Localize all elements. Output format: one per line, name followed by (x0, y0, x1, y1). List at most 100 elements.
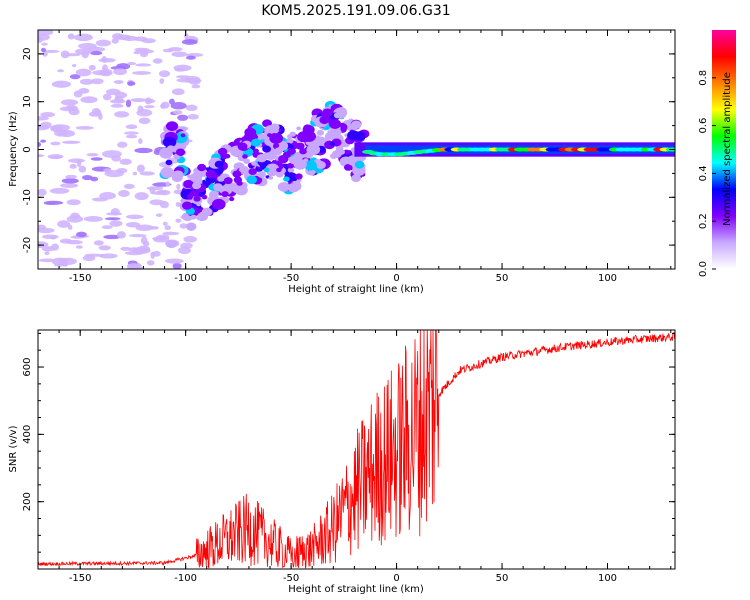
noise-blob (75, 231, 87, 238)
y-tick-label: 200 (22, 492, 33, 511)
noise-blob (75, 125, 94, 130)
noise-blob (139, 171, 155, 176)
spectral-blob (346, 150, 351, 155)
spectral-blob (205, 169, 217, 179)
noise-blob (98, 253, 118, 259)
spectral-blob (165, 121, 179, 132)
y-tick-label: 400 (22, 425, 33, 444)
spectral-blob (165, 159, 173, 166)
spectrogram-marks (38, 30, 675, 269)
spectral-blob (333, 112, 342, 119)
spectral-blob (304, 160, 317, 171)
spectral-blob (183, 179, 194, 189)
noise-blob (75, 245, 83, 249)
spectral-blob (350, 120, 362, 129)
x-tick-label: 0 (393, 273, 399, 284)
noise-blob (101, 150, 122, 158)
spectral-blob (197, 163, 207, 172)
noise-blob (113, 68, 128, 76)
spectral-blob (246, 175, 258, 185)
noise-blob (176, 183, 181, 190)
x-tick-label: 50 (496, 273, 509, 284)
noise-blob (86, 153, 99, 157)
noise-blob (125, 221, 141, 228)
noise-blob (51, 80, 72, 88)
spectral-blob (243, 158, 251, 164)
noise-blob (38, 154, 45, 158)
noise-blob (43, 200, 64, 205)
noise-blob (175, 201, 181, 207)
spectral-blob (189, 172, 203, 183)
noise-blob (68, 108, 80, 116)
noise-blob (144, 97, 152, 105)
noise-blob (78, 165, 87, 173)
noise-blob (69, 74, 81, 80)
noise-blob (164, 225, 171, 231)
noise-blob (125, 134, 138, 139)
noise-blob (109, 220, 123, 227)
spectral-blob (208, 190, 219, 199)
spectral-blob (330, 141, 336, 146)
noise-blob (91, 197, 108, 202)
noise-blob (111, 38, 119, 44)
noise-blob (95, 39, 112, 47)
noise-blob (40, 112, 56, 118)
noise-blob (132, 171, 138, 176)
noise-blob (176, 77, 196, 83)
noise-blob (138, 117, 151, 125)
noise-blob (69, 163, 77, 169)
noise-blob (57, 220, 71, 228)
colorbar-label: Normalized spectral amplitude (722, 72, 733, 226)
noise-blob (59, 183, 79, 188)
noise-blob (165, 181, 170, 187)
spectral-blob (175, 148, 186, 156)
spectral-blob (287, 167, 295, 173)
noise-blob (116, 231, 126, 239)
noise-blob (174, 67, 186, 72)
spectral-blob (285, 137, 294, 145)
noise-blob (125, 124, 138, 130)
spectral-blob (238, 142, 248, 151)
noise-blob (143, 240, 150, 247)
spectral-blob (268, 176, 274, 180)
noise-blob (134, 192, 149, 201)
noise-blob (139, 51, 149, 58)
noise-blob (177, 246, 191, 255)
noise-blob (78, 42, 97, 50)
noise-blob (164, 258, 184, 264)
spectral-blob (181, 201, 193, 210)
noise-blob (74, 48, 92, 55)
colorbar-ticks: 0.0 0.2 0.4 0.6 0.8 (698, 70, 716, 277)
noise-blob (90, 51, 103, 56)
spectral-blob (354, 160, 365, 169)
noise-blob (149, 187, 156, 194)
noise-blob (191, 84, 201, 89)
noise-blob (175, 218, 182, 223)
noise-blob (110, 208, 120, 216)
snr-marks (38, 330, 675, 569)
spectral-blob (242, 154, 248, 159)
spectral-blob (273, 143, 280, 149)
colorbar-gradient (712, 30, 736, 269)
noise-blob (38, 241, 49, 249)
noise-blob (125, 99, 132, 108)
noise-blob (116, 168, 128, 174)
spectral-blob (232, 170, 242, 178)
noise-blob (80, 96, 98, 104)
spectral-blob (248, 164, 254, 169)
noise-blob (135, 49, 155, 54)
noise-blob (179, 223, 188, 229)
spectral-blob (221, 191, 229, 198)
noise-blob (78, 88, 90, 94)
spectral-blob (351, 174, 361, 183)
noise-blob (149, 199, 164, 206)
noise-blob (156, 189, 167, 195)
noise-blob (98, 57, 116, 63)
x-tick-label: -100 (174, 273, 197, 284)
snr-y-label: SNR (v/v) (8, 425, 19, 472)
y-tick-label: 600 (22, 357, 33, 376)
spectral-blob (166, 145, 175, 152)
noise-blob (84, 253, 104, 257)
